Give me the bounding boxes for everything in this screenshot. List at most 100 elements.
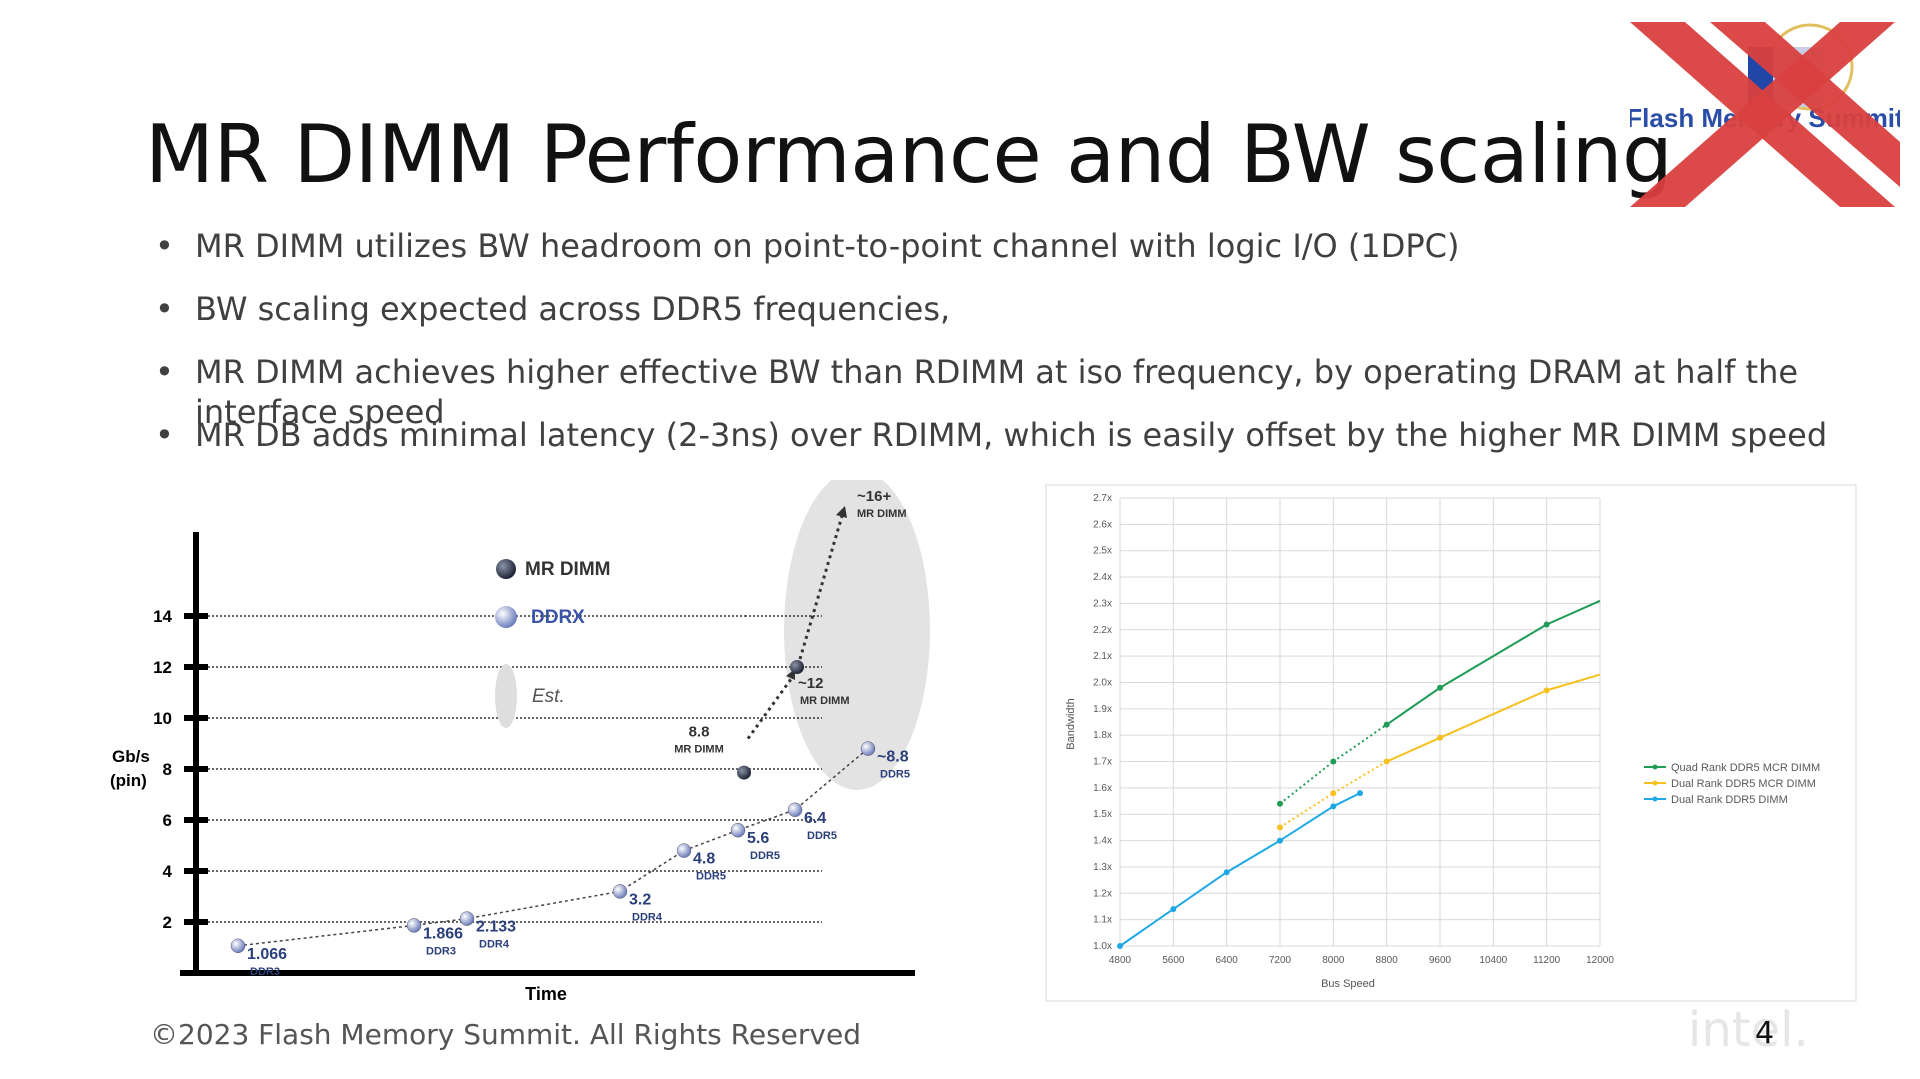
legend: MR DIMM DDRX Est.	[495, 559, 610, 728]
chart-frame	[1045, 484, 1857, 1002]
x-tick-label: 8000	[1322, 955, 1345, 966]
x-tick-label: 10400	[1479, 955, 1507, 966]
y-tick-label: 12	[153, 658, 172, 677]
legend-mr-dimm-marker	[496, 559, 516, 579]
y-tick-label: 14	[153, 607, 172, 626]
legend-label: Dual Rank DDR5 MCR DIMM	[1671, 778, 1816, 790]
x-tick-label: 7200	[1269, 955, 1292, 966]
series-point	[1223, 869, 1230, 876]
ddrx-value-label: 6.4	[804, 810, 826, 827]
y-tick-label: 6	[163, 811, 172, 830]
y-tick-label: 1.5x	[1093, 809, 1112, 820]
ddrx-gen-label: DDR4	[632, 911, 663, 923]
legend-est-label: Est.	[532, 686, 565, 707]
ddrx-point	[860, 741, 876, 756]
grid-lines	[1119, 497, 1601, 947]
y-axis-label: Bandwidth	[1065, 698, 1077, 749]
series-point	[1277, 800, 1283, 807]
ddrx-point	[406, 918, 422, 933]
series-segment	[1386, 686, 1441, 726]
mr-dimm-point	[737, 765, 751, 780]
y-ticks: 2 4 6 8 10 12 14	[153, 607, 208, 932]
series-segment	[1226, 839, 1281, 874]
series-segment	[1279, 760, 1334, 805]
x-tick-label: 9600	[1429, 955, 1452, 966]
intel-watermark: intel.	[1688, 1002, 1809, 1058]
x-tick-label: 12000	[1586, 955, 1614, 966]
y-axis-label-line1: Gb/s	[112, 747, 150, 766]
legend-mr-dimm-label: MR DIMM	[525, 559, 610, 580]
series-segment	[1279, 805, 1334, 842]
mr-dimm-point	[790, 660, 804, 674]
ddrx-gen-label: DDR5	[807, 830, 837, 842]
ddrx-point	[612, 884, 628, 899]
legend-est-marker	[495, 664, 517, 728]
ddrx-point	[730, 822, 746, 838]
y-tick-label: 2.5x	[1093, 546, 1112, 557]
page-number: 4	[1755, 1016, 1775, 1051]
series-segment	[1119, 908, 1174, 947]
y-tick-label: 2.1x	[1093, 651, 1112, 662]
series-point	[1277, 837, 1283, 844]
x-tick-label: 11200	[1533, 955, 1561, 966]
bandwidth-vs-bus-speed-chart: 1.0x 1.1x 1.2x 1.3x 1.4x 1.5x 1.6x 1.7x 1.8x 1.9x…	[1045, 484, 1857, 1002]
ddrx-point	[230, 938, 246, 954]
x-tick-label: 5600	[1162, 955, 1185, 966]
series-segment	[1172, 871, 1228, 910]
mr-dimm-gen-label: MR DIMM	[857, 508, 907, 520]
bullet-item: MR DB adds minimal latency (2-3ns) over …	[155, 415, 1920, 478]
y-tick-label: 10	[153, 709, 172, 728]
mr-dimm-gen-label: MR DIMM	[800, 695, 850, 707]
mr-dimm-value-label: ~12	[798, 675, 823, 692]
series-segment	[1332, 792, 1361, 808]
y-tick-label: 1.9x	[1093, 704, 1112, 715]
series-segment	[1279, 792, 1334, 829]
footer-copyright: ©2023 Flash Memory Summit. All Rights Re…	[150, 1018, 861, 1051]
logo-cross-stroke	[1710, 22, 1900, 187]
bullet-item: MR DIMM achieves higher effective BW tha…	[155, 352, 1920, 431]
series-point	[1330, 790, 1337, 797]
series-segment	[1386, 736, 1441, 763]
y-tick-label: 1.4x	[1093, 836, 1112, 847]
series-segment	[1546, 673, 1601, 692]
ddrx-point	[787, 802, 803, 818]
ddrx-value-label: 5.6	[747, 830, 769, 847]
ddrx-value-label: 3.2	[629, 891, 651, 908]
y-tick-label: 4	[163, 862, 173, 881]
y-tick-label: 1.1x	[1093, 915, 1112, 926]
bullet-item: MR DIMM utilizes BW headroom on point-to…	[155, 226, 1920, 289]
bullet-list: MR DIMM utilizes BW headroom on point-to…	[155, 226, 1920, 478]
data-points: 1.066 DDR3 1.866 DDR3 2.133 DDR4 3.2 DDR4 4.8 DDR…	[230, 488, 910, 978]
flash-memory-summit-logo: Flash Memory Summit	[1630, 22, 1900, 207]
series-point	[1330, 803, 1337, 810]
series-point	[1357, 790, 1363, 797]
y-tick-label: 2.6x	[1093, 519, 1112, 530]
x-axis-label: Time	[525, 984, 567, 1004]
series-point	[1170, 906, 1177, 913]
frequency-timeline-chart: 2 4 6 8 10 12 14 Gb/s (pin) Time 1.066 DDR3 1.86…	[110, 480, 930, 1004]
y-tick-label: 1.8x	[1093, 730, 1112, 741]
ddrx-value-label: 1.066	[247, 946, 287, 963]
legend-ddrx-marker	[495, 606, 517, 628]
series-point	[1277, 824, 1283, 831]
ddrx-value-label: 2.133	[476, 919, 516, 936]
bullet-item: BW scaling expected across DDR5 frequenc…	[155, 289, 1920, 352]
series-point	[1383, 758, 1390, 765]
grid-lines	[196, 615, 822, 923]
ddrx-point	[676, 843, 692, 858]
mr-dimm-gen-label: MR DIMM	[674, 744, 724, 756]
legend-swatch-dot	[1652, 764, 1658, 770]
series-point	[1437, 734, 1443, 741]
mr-dimm-value-label: ~16+	[857, 488, 891, 505]
ddrx-trend-curve	[237, 748, 869, 947]
slide-title: MR DIMM Performance and BW scaling	[145, 108, 1673, 201]
series-segment	[1332, 723, 1388, 763]
series-point	[1383, 721, 1390, 728]
est-region	[784, 480, 930, 790]
y-tick-label: 1.2x	[1093, 888, 1112, 899]
y-axis-label-line2: (pin)	[110, 771, 147, 790]
series-segment	[1332, 760, 1388, 795]
x-tick-label: 6400	[1216, 955, 1239, 966]
series-point	[1117, 943, 1123, 949]
legend: Quad Rank DDR5 MCR DIMM Dual Rank DDR5 MC…	[1644, 762, 1820, 806]
